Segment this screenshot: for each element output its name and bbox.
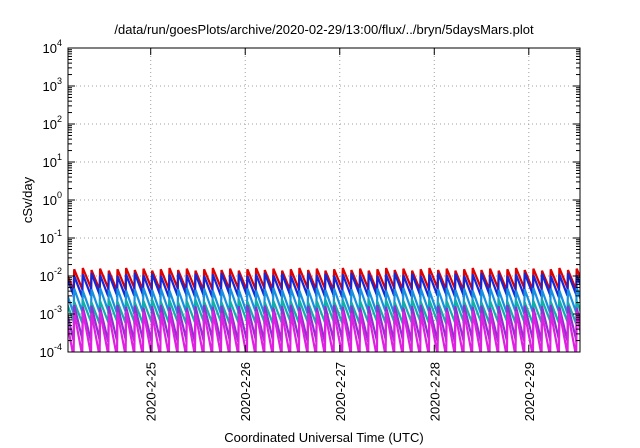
y-tick-exponent: 2 [57, 114, 62, 124]
y-tick-exponent: -1 [54, 228, 62, 238]
y-tick-label: 10-2 [40, 266, 62, 284]
flux-series-line [68, 310, 580, 352]
y-tick-label: 101 [43, 152, 62, 170]
y-tick-exponent: 4 [57, 38, 62, 48]
axis-ticks [68, 47, 580, 353]
series-group [68, 267, 580, 352]
x-tick-label: 2020-2-25 [144, 362, 159, 421]
y-tick-label: 104 [43, 38, 62, 56]
y-tick-label: 10-4 [40, 342, 62, 360]
x-tick-label: 2020-2-28 [427, 362, 442, 421]
y-tick-label: 102 [43, 114, 62, 132]
y-axis-label: cSv/day [20, 176, 35, 223]
y-tick-exponent: -4 [54, 342, 62, 352]
chart-title: /data/run/goesPlots/archive/2020-02-29/1… [114, 22, 534, 37]
x-tick-label: 2020-2-26 [238, 362, 253, 421]
y-tick-label: 100 [43, 190, 62, 208]
x-tick-label: 2020-2-29 [522, 362, 537, 421]
x-tick-labels: 2020-2-25 2020-2-26 2020-2-27 2020-2-28 2020… [144, 362, 537, 421]
y-tick-label: 10-1 [40, 228, 62, 246]
x-tick-label: 2020-2-27 [333, 362, 348, 421]
x-axis-label: Coordinated Universal Time (UTC) [224, 430, 423, 445]
y-tick-exponent: -3 [54, 304, 62, 314]
y-tick-exponent: 1 [57, 152, 62, 162]
y-tick-exponent: 0 [57, 190, 62, 200]
y-tick-label: 10-3 [40, 304, 62, 322]
y-tick-label: 103 [43, 76, 62, 94]
y-tick-exponent: -2 [54, 266, 62, 276]
y-tick-exponent: 3 [57, 76, 62, 86]
